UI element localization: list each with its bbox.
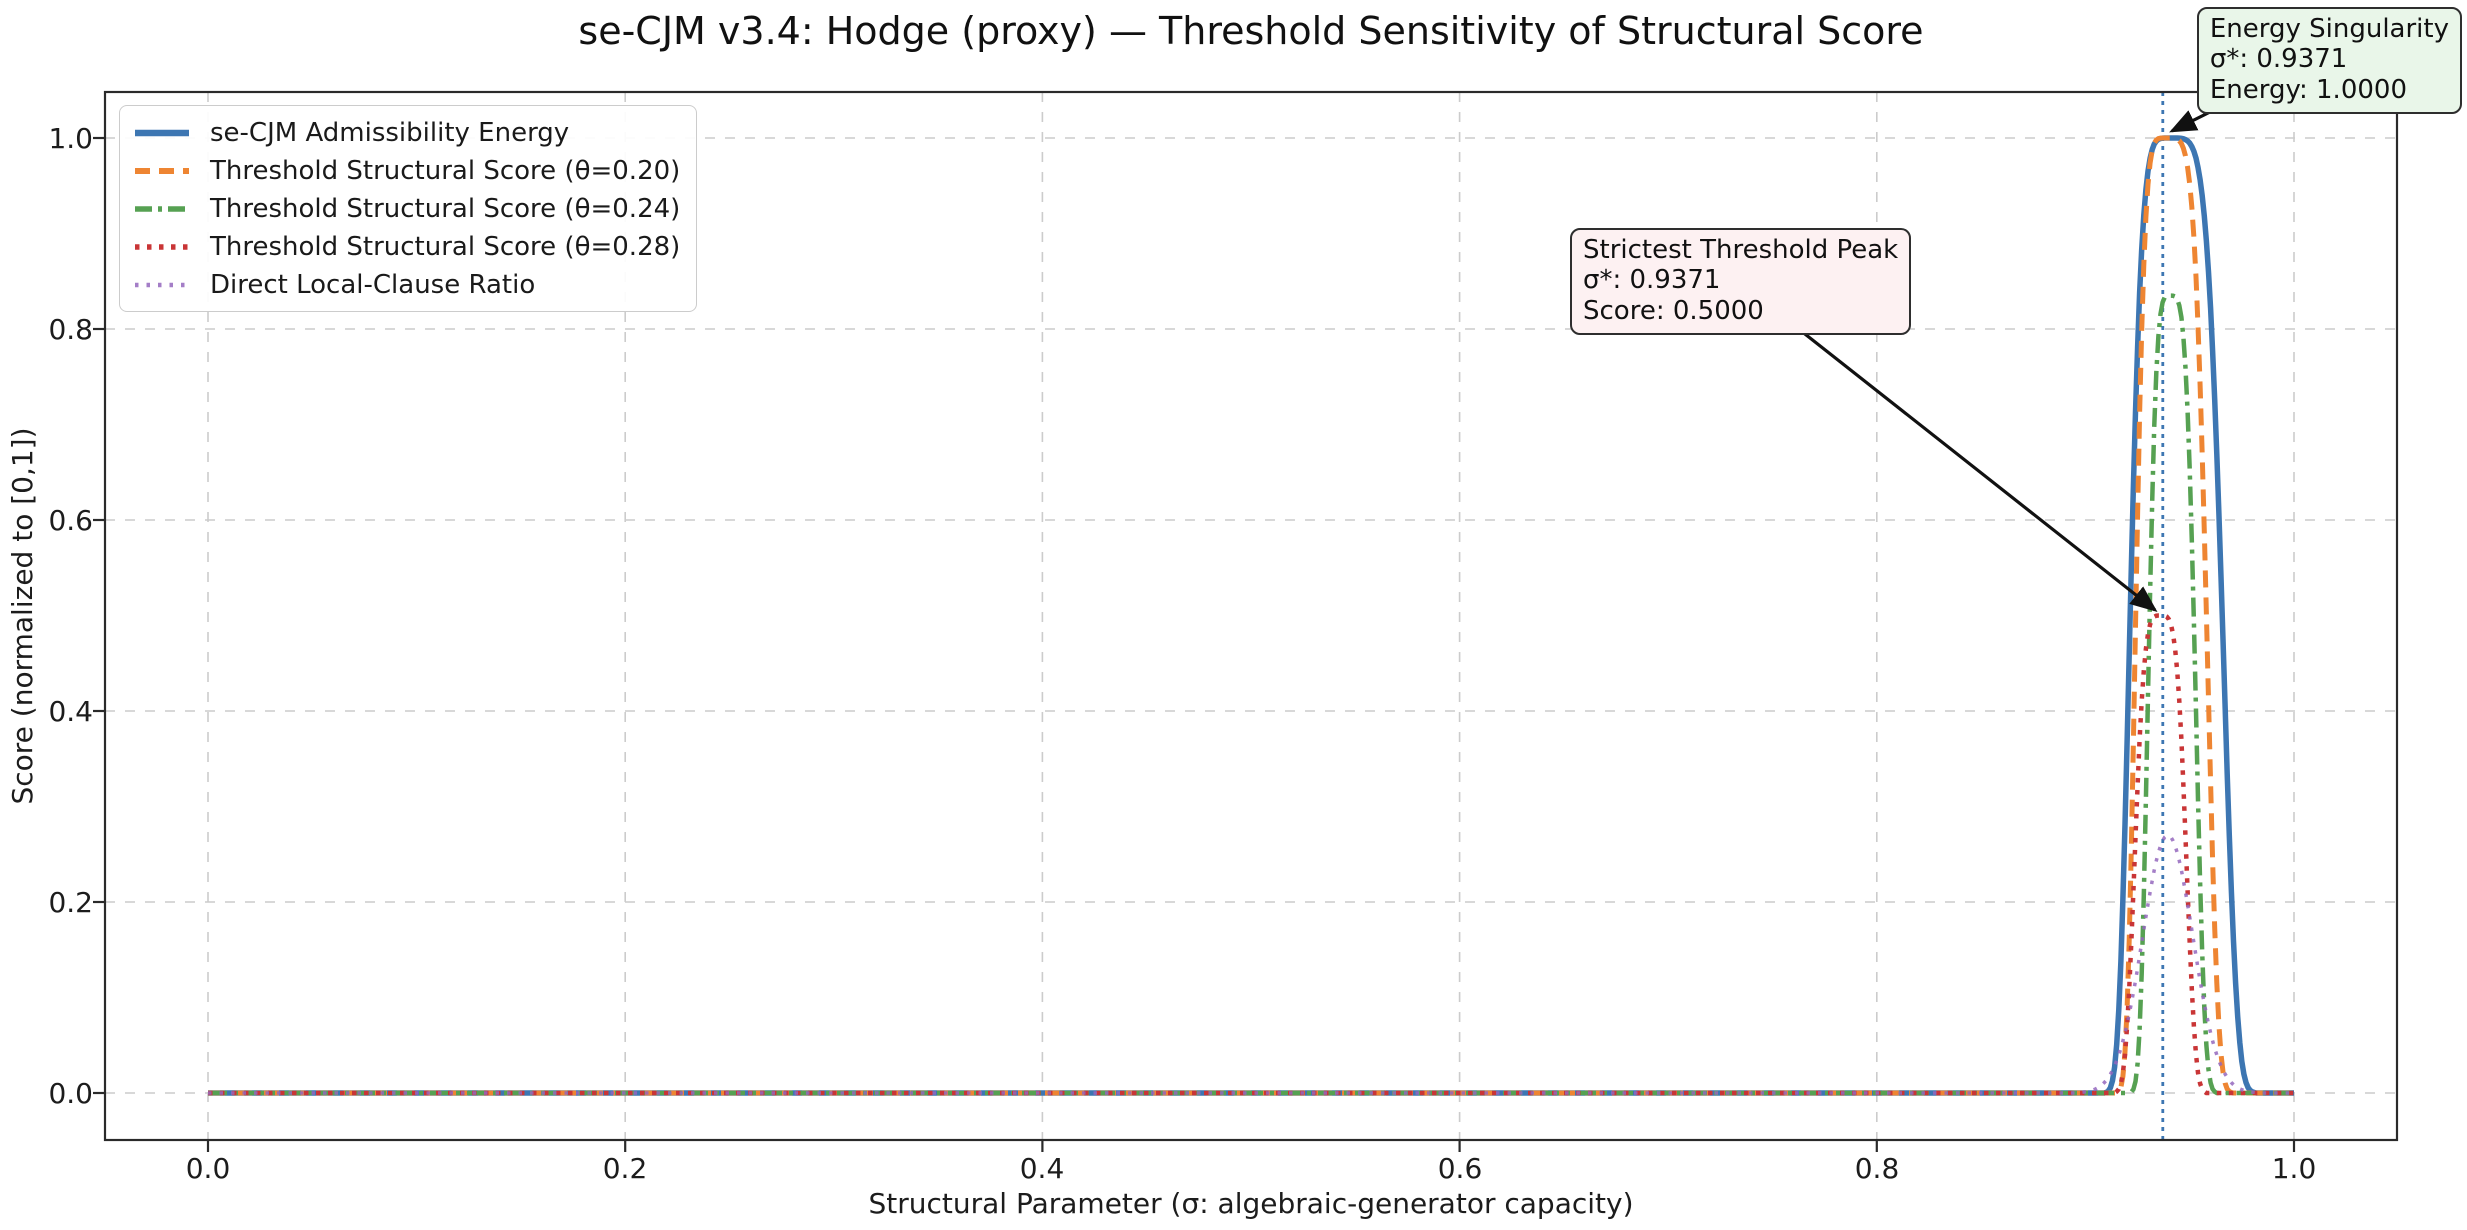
annotation-title: Strictest Threshold Peak <box>1583 235 1899 265</box>
legend: se-CJM Admissibility Energy Threshold St… <box>119 105 698 312</box>
legend-item-direct-ratio: Direct Local-Clause Ratio <box>134 270 680 299</box>
legend-line-sample-purple <box>135 282 189 287</box>
legend-line-sample-green <box>135 205 189 212</box>
x-tick-label-5: 1.0 <box>2272 1152 2317 1185</box>
chart-render-layer <box>93 90 2399 1152</box>
legend-item-threshold-020: Threshold Structural Score (θ=0.20) <box>134 156 680 185</box>
annotation-energy-singularity: Energy Singularity σ*: 0.9371 Energy: 1.… <box>2196 7 2462 115</box>
annotation-value: Energy: 1.0000 <box>2209 74 2407 105</box>
legend-label: Threshold Structural Score (θ=0.24) <box>210 193 681 224</box>
legend-item-threshold-024: Threshold Structural Score (θ=0.24) <box>134 194 680 223</box>
x-tick-label-1: 0.2 <box>603 1152 648 1185</box>
series-line-Threshold Structural Score (θ=0.24) <box>208 293 2294 1096</box>
annotation-sigma-star: σ*: 0.9371 <box>1583 265 1721 296</box>
plot-frame <box>103 90 2399 1142</box>
x-tick-label-0: 0.0 <box>186 1152 231 1185</box>
y-tick-label-1: 0.2 <box>48 886 93 919</box>
y-tick-label-3: 0.6 <box>48 504 93 537</box>
y-tick-label-0: 0.0 <box>48 1077 93 1110</box>
series-line-Threshold Structural Score (θ=0.28) <box>208 613 2294 1096</box>
legend-label: se-CJM Admissibility Energy <box>210 117 570 148</box>
legend-line-sample-blue <box>135 129 189 136</box>
series-line-Direct Local-Clause Ratio <box>208 833 2294 1095</box>
x-axis-label: Structural Parameter (σ: algebraic-gener… <box>868 1187 1633 1220</box>
x-tick-label-4: 0.8 <box>1855 1152 1900 1185</box>
y-axis-label: Score (normalized to [0,1]) <box>6 427 39 804</box>
annotation-arrow-strictest-threshold-peak <box>1790 321 2158 612</box>
annotation-strictest-threshold-peak: Strictest Threshold Peak σ*: 0.9371 Scor… <box>1570 228 1912 336</box>
legend-label: Direct Local-Clause Ratio <box>210 269 536 300</box>
legend-line-sample-orange <box>135 167 189 174</box>
annotation-sigma-star: σ*: 0.9371 <box>2209 44 2348 75</box>
chart-title: se-CJM v3.4: Hodge (proxy) — Threshold S… <box>578 9 1923 53</box>
legend-label: Threshold Structural Score (θ=0.28) <box>210 231 681 262</box>
annotation-title: Energy Singularity <box>2209 14 2449 44</box>
x-tick-label-3: 0.6 <box>1438 1152 1483 1185</box>
legend-item-admissibility-energy: se-CJM Admissibility Energy <box>134 118 680 147</box>
y-tick-label-5: 1.0 <box>48 122 93 155</box>
legend-item-threshold-028: Threshold Structural Score (θ=0.28) <box>134 232 680 261</box>
y-tick-label-4: 0.8 <box>48 313 93 346</box>
annotation-value: Score: 0.5000 <box>1583 295 1764 326</box>
y-tick-label-2: 0.4 <box>48 695 93 728</box>
legend-line-sample-red <box>135 243 189 250</box>
x-tick-label-2: 0.4 <box>1020 1152 1065 1185</box>
legend-label: Threshold Structural Score (θ=0.20) <box>210 155 681 186</box>
